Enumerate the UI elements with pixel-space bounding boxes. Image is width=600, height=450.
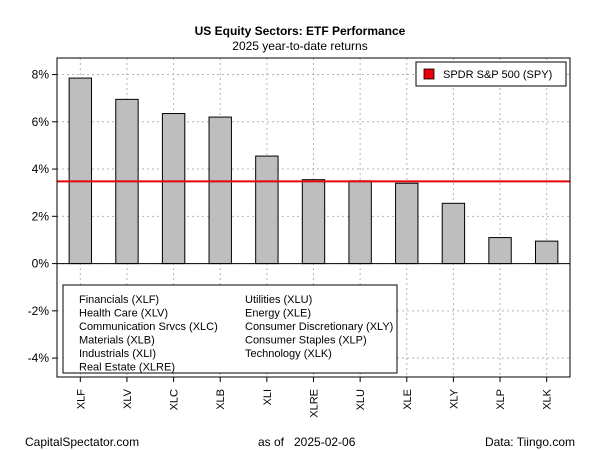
sector-key-item: Industrials (XLI) bbox=[79, 348, 156, 360]
bar bbox=[534, 240, 559, 265]
x-tick-label: XLK bbox=[542, 388, 554, 409]
legend-swatch bbox=[423, 68, 435, 80]
x-tick-label: XLRE bbox=[309, 389, 321, 418]
footer-source-site: CapitalSpectator.com bbox=[25, 435, 139, 449]
bar bbox=[208, 116, 232, 265]
bar bbox=[441, 202, 466, 265]
x-tick-label: XLB bbox=[215, 389, 227, 410]
y-tick-label: 0% bbox=[32, 257, 50, 271]
y-tick-label: -2% bbox=[28, 304, 50, 318]
chart-subtitle: 2025 year-to-date returns bbox=[232, 39, 367, 53]
bars bbox=[68, 77, 559, 265]
sector-key-item: Health Care (XLV) bbox=[79, 308, 168, 320]
x-tick-label: XLP bbox=[495, 389, 507, 410]
bar bbox=[301, 179, 326, 265]
sector-key-item: Materials (XLB) bbox=[79, 335, 155, 347]
sector-key-item: Financials (XLF) bbox=[79, 294, 159, 306]
plot-frame bbox=[56, 57, 571, 378]
bar bbox=[395, 182, 419, 265]
x-tick-label: XLC bbox=[169, 389, 181, 410]
bar bbox=[161, 113, 186, 265]
sector-key-item: Consumer Staples (XLP) bbox=[245, 335, 367, 347]
sector-key-item: Utilities (XLU) bbox=[245, 294, 312, 306]
footer-data-source: Data: Tiingo.com bbox=[485, 435, 575, 449]
sector-key-box bbox=[62, 284, 398, 374]
x-tick-label: XLE bbox=[402, 389, 414, 410]
sector-key-item: Consumer Discretionary (XLY) bbox=[245, 321, 393, 333]
y-tick-label: 2% bbox=[32, 209, 50, 223]
x-tick-label: XLV bbox=[122, 388, 134, 409]
bar bbox=[255, 155, 279, 265]
x-tick-label: XLU bbox=[355, 389, 367, 410]
bar bbox=[348, 180, 372, 265]
sector-key: Financials (XLF) Health Care (XLV)Communi… bbox=[62, 284, 398, 374]
y-tick-label: 4% bbox=[32, 162, 50, 176]
legend-label: SPDR S&P 500 (SPY) bbox=[443, 69, 552, 81]
y-tick-label: 8% bbox=[32, 68, 50, 82]
footer-as-of-label: as of bbox=[258, 435, 285, 449]
sector-key-item: Real Estate (XLRE) bbox=[79, 362, 175, 374]
legend-box bbox=[415, 61, 567, 87]
y-tick-label: -4% bbox=[28, 351, 50, 365]
footer-as-of-date: 2025-02-06 bbox=[294, 435, 356, 449]
sector-key-item: Technology (XLK) bbox=[245, 348, 332, 360]
sector-key-item: Communication Srvcs (XLC) bbox=[79, 321, 218, 333]
bar bbox=[68, 77, 93, 265]
x-tick-label: XLI bbox=[262, 389, 274, 406]
x-tick-label: XLY bbox=[448, 388, 460, 409]
legend: SPDR S&P 500 (SPY) bbox=[415, 61, 567, 87]
bar bbox=[488, 237, 512, 265]
chart-title: US Equity Sectors: ETF Performance bbox=[195, 24, 406, 38]
x-tick-label: XLF bbox=[75, 389, 87, 409]
sector-key-item: Energy (XLE) bbox=[245, 308, 311, 320]
y-tick-label: 6% bbox=[32, 115, 50, 129]
axes: -4% -2% 0% 2% 4% 6% 8% XLF XLV XLC XLB XLI XLRE XLU XL… bbox=[28, 68, 570, 418]
